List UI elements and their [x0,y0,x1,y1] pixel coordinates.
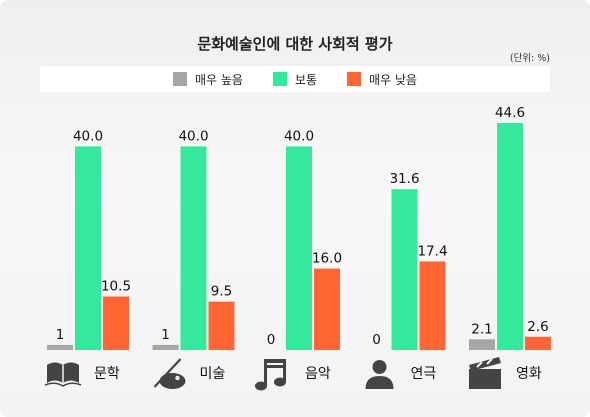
data-label-1-1: 1 [56,327,65,343]
book-icon [44,362,82,387]
bar-group-5: 2.1 44.6 2.6 영화 [469,105,551,389]
bar-3-5 [525,336,551,350]
data-label-3-1: 10.5 [101,279,131,295]
legend-swatch-very-low [347,72,362,86]
legend-label-very-high: 매우 높음 [194,72,243,87]
bar-3-1 [103,296,129,350]
data-label-1-5: 2.1 [471,321,492,337]
legend-item-normal: 보통 [272,71,318,88]
bar-2-5 [497,122,523,351]
legend-swatch-normal [272,72,287,86]
data-label-1-2: 1 [161,327,170,343]
palette-icon [153,358,186,389]
bar-3-2 [208,301,235,350]
legend-item-very-low: 매우 낮음 [347,71,417,88]
music-note-icon [255,359,286,391]
bar-2-2 [180,146,207,350]
bar-1-2 [152,344,179,350]
legend-label-very-low: 매우 낮음 [369,72,418,87]
bar-2-3 [286,146,312,350]
chart-title: 문화예술인에 대한 사회적 평가 [197,35,393,53]
bar-3-4 [419,261,446,350]
bar-group-1: 1 40.0 10.5 문학 [44,128,131,387]
data-label-2-4: 31.6 [389,171,419,187]
person-icon [365,360,394,389]
data-label-3-4: 17.4 [417,243,447,259]
bar-3-3 [314,268,340,350]
bar-1-1 [47,344,73,350]
legend: 매우 높음 보통 매우 낮음 [40,66,550,92]
bar-2-1 [75,146,101,350]
data-label-2-2: 40.0 [178,128,208,144]
unit-label: (단위: %) [509,53,550,64]
data-label-3-2: 9.5 [211,284,232,300]
data-label-2-1: 40.0 [73,128,103,144]
bar-group-2: 1 40.0 9.5 미술 [152,128,235,389]
data-label-3-3: 16.0 [312,251,342,267]
legend-swatch-very-high [172,72,187,86]
legend-label-normal: 보통 [294,72,318,87]
data-label-2-3: 40.0 [284,128,314,144]
legend-item-very-high: 매우 높음 [172,71,243,88]
data-label-1-3: 0 [267,332,276,348]
category-label-1: 문학 [94,366,120,382]
bar-group-3: 0 40.0 16.0 음악 [255,128,342,391]
data-label-1-4: 0 [372,332,381,348]
bar-1-5 [469,339,495,350]
bar-group-4: 0 31.6 17.4 연극 [365,171,448,389]
data-label-2-5: 44.6 [495,105,525,121]
category-label-2: 미술 [200,366,226,382]
bar-2-4 [391,189,418,350]
category-label-3: 음악 [305,366,331,382]
clapperboard-icon [469,357,501,389]
category-label-5: 영화 [516,366,542,382]
data-label-3-5: 2.6 [527,319,548,335]
category-label-4: 연극 [411,366,437,382]
